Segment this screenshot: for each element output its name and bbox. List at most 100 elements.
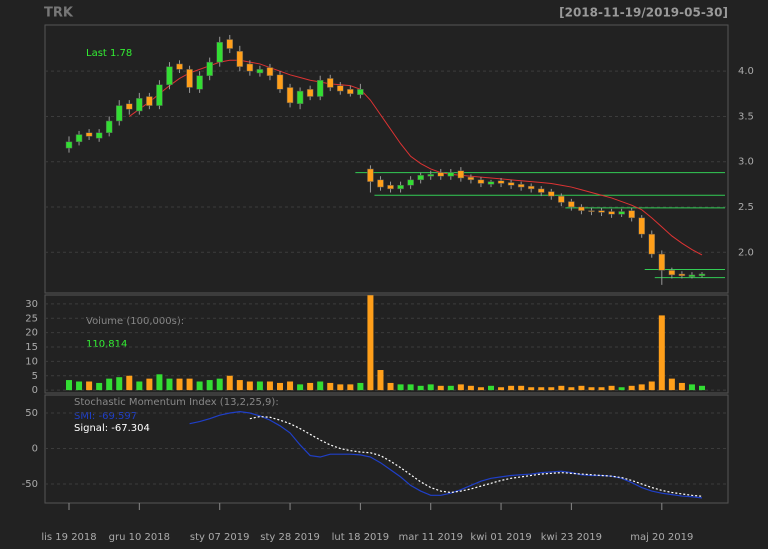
y-tick-label: 0 xyxy=(32,444,38,455)
volume-bar xyxy=(528,387,535,391)
y-tick-label: 2.5 xyxy=(738,202,754,213)
volume-bar xyxy=(307,382,314,391)
volume-bar xyxy=(337,384,344,391)
volume-bar xyxy=(106,378,113,391)
date-range: [2018-11-19/2019-05-30] xyxy=(559,6,728,20)
y-tick-label: 0 xyxy=(32,385,38,396)
candle-body xyxy=(407,179,414,186)
volume-bar xyxy=(206,380,213,391)
volume-bar xyxy=(397,384,404,391)
volume-bar xyxy=(266,381,273,391)
volume-bar xyxy=(367,295,374,391)
candle-body xyxy=(548,191,555,197)
volume-bar xyxy=(518,385,525,391)
candle-body xyxy=(196,75,203,90)
y-tick-label: 3.5 xyxy=(738,111,754,122)
candle-body xyxy=(306,89,314,97)
candle-body xyxy=(166,66,173,86)
volume-bar xyxy=(648,381,655,391)
candle-body xyxy=(176,63,183,70)
chart-title: TRK xyxy=(44,6,74,21)
y-tick-label: 30 xyxy=(25,299,38,310)
volume-bar xyxy=(467,385,474,391)
candle-body xyxy=(256,69,264,74)
volume-bar xyxy=(437,385,444,391)
candle-body xyxy=(316,79,324,97)
candle-body xyxy=(357,89,364,95)
volume-bar xyxy=(116,377,123,391)
candle-body xyxy=(527,185,535,190)
volume-bar xyxy=(156,374,163,391)
volume-bar xyxy=(618,387,625,391)
candle-body xyxy=(537,188,545,193)
volume-bar xyxy=(658,315,665,391)
volume-bar xyxy=(488,385,494,391)
volume-title: Volume (100,000s): xyxy=(86,316,184,327)
candle-body xyxy=(497,180,505,184)
candle-body xyxy=(136,98,143,112)
volume-bar xyxy=(377,370,384,391)
candle-body xyxy=(216,41,223,63)
volume-bar xyxy=(508,385,515,391)
candle-body xyxy=(226,39,234,49)
last-label: Last 1.78 xyxy=(86,48,132,59)
volume-bar xyxy=(256,381,263,391)
candle-body xyxy=(377,179,384,188)
volume-last: 110,814 xyxy=(86,339,127,350)
smi-title: Stochastic Momentum Index (13,2,25,9): xyxy=(74,397,279,408)
x-tick-label: maj 20 2019 xyxy=(630,532,693,543)
volume-bar xyxy=(538,387,545,391)
volume-bar xyxy=(146,378,153,391)
legend-entry: SMI: -69.597 xyxy=(74,411,137,422)
y-tick-label: 5 xyxy=(32,371,38,382)
candle-body xyxy=(387,185,394,190)
volume-bar xyxy=(86,381,93,391)
candle-body xyxy=(337,85,344,92)
volume-panel xyxy=(44,294,729,394)
candle-body xyxy=(105,120,113,133)
volume-bar xyxy=(186,378,193,391)
candle-body xyxy=(698,273,706,277)
candle-body xyxy=(126,103,133,110)
sma-line xyxy=(128,59,703,256)
volume-bar xyxy=(297,384,304,391)
volume-bar xyxy=(357,382,364,391)
candle-body xyxy=(618,211,625,215)
volume-bar xyxy=(477,387,484,391)
candle-body xyxy=(558,195,565,203)
candle-body xyxy=(146,96,153,106)
candle-body xyxy=(568,201,575,208)
x-tick-label: kwi 23 2019 xyxy=(541,532,602,543)
candle-body xyxy=(65,141,73,149)
candle-body xyxy=(598,210,605,213)
volume-bar xyxy=(447,385,454,391)
y-tick-label: 3.0 xyxy=(738,157,754,168)
candle-body xyxy=(347,89,354,95)
candle-body xyxy=(628,210,635,219)
volume-bar xyxy=(427,384,434,391)
candle-body xyxy=(437,172,445,177)
candle-body xyxy=(658,253,666,271)
volume-bar xyxy=(96,382,103,391)
candle-body xyxy=(296,90,304,105)
candle-body xyxy=(85,132,93,137)
y-tick-label: 15 xyxy=(25,342,38,353)
volume-bar xyxy=(688,384,695,391)
volume-bar xyxy=(246,381,253,391)
candle-body xyxy=(447,172,455,177)
candle-body xyxy=(367,168,374,182)
volume-bar xyxy=(638,384,645,391)
y-tick-label: 10 xyxy=(25,356,38,367)
y-tick-label: 20 xyxy=(25,328,38,339)
candle-body xyxy=(186,69,193,88)
volume-bar xyxy=(588,387,595,391)
candle-body xyxy=(417,175,424,181)
candle-body xyxy=(467,176,475,181)
candle-body xyxy=(206,61,213,76)
volume-bar xyxy=(76,381,83,391)
volume-bar xyxy=(136,381,143,391)
volume-bar xyxy=(417,385,424,391)
candle-body xyxy=(156,84,163,106)
candle-body xyxy=(266,67,274,76)
